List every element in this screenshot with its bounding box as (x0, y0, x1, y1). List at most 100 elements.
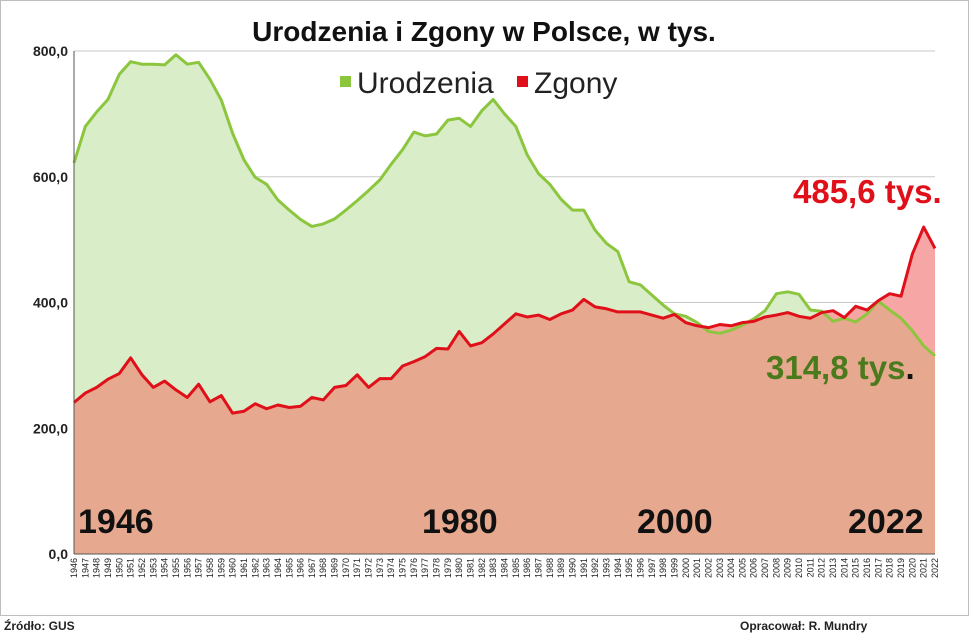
x-tick-label: 1985 (511, 558, 521, 578)
x-tick-label: 2003 (715, 558, 725, 578)
decade-label-2000: 2000 (637, 503, 713, 541)
x-tick-label: 2017 (873, 558, 883, 578)
line-zgony (73, 225, 937, 415)
x-tick-label: 2020 (907, 558, 917, 578)
x-tick-label: 2018 (885, 558, 895, 578)
y-tick-label: 800,0 (33, 43, 68, 59)
x-tick-label: 1959 (216, 558, 226, 578)
x-tick-label: 1948 (92, 558, 102, 578)
legend-label-zgony: Zgony (534, 67, 617, 100)
x-tick-label: 1999 (669, 558, 679, 578)
x-tick-label: 1982 (477, 558, 487, 578)
x-tick-label: 1988 (545, 558, 555, 578)
x-tick-label: 2012 (817, 558, 827, 578)
x-tick-label: 1970 (341, 558, 351, 578)
x-tick-label: 1974 (386, 558, 396, 578)
x-tick-label: 2015 (851, 558, 861, 578)
x-tick-label: 1991 (579, 558, 589, 578)
y-tick-labels: 0,0 200,0 400,0 600,0 800,0 (33, 43, 68, 562)
x-tick-label: 2011 (805, 558, 815, 577)
x-tick-labels: 1946 1947 1948 1949 1950 1951 1952 1953 1954 1955… (69, 558, 940, 578)
x-tick-label: 1992 (590, 558, 600, 578)
x-tick-label: 2001 (692, 558, 702, 578)
x-tick-label: 1947 (80, 558, 90, 578)
y-tick-label: 400,0 (33, 295, 68, 311)
series-areas (74, 54, 935, 555)
x-tick-label: 1987 (533, 558, 543, 578)
decade-label-2022: 2022 (848, 503, 924, 541)
x-tick-label: 1958 (205, 558, 215, 578)
x-tick-label: 1990 (567, 558, 577, 578)
legend-swatch-zgony (517, 76, 528, 87)
x-tick-label: 1977 (420, 558, 430, 578)
x-tick-label: 1983 (488, 558, 498, 578)
x-tick-label: 1986 (522, 558, 532, 578)
x-tick-label: 1967 (307, 558, 317, 578)
author-note: Opracował: R. Mundry (740, 619, 868, 633)
x-tick-label: 2009 (783, 558, 793, 578)
x-tick-label: 1989 (556, 558, 566, 578)
axes (73, 51, 935, 555)
x-tick-label: 1976 (409, 558, 419, 578)
x-tick-label: 1954 (160, 558, 170, 578)
x-tick-label: 1993 (601, 558, 611, 578)
x-tick-label: 2008 (771, 558, 781, 578)
x-tick-label: 1969 (330, 558, 340, 578)
area-overlap (74, 299, 935, 554)
y-tick-label: 0,0 (49, 546, 69, 562)
x-tick-label: 2010 (794, 558, 804, 578)
x-tick-label: 1946 (69, 558, 79, 578)
x-tick-label: 2007 (760, 558, 770, 578)
x-tick-label: 1981 (466, 558, 476, 578)
x-tick-label: 1957 (194, 558, 204, 578)
x-tick-label: 1949 (103, 558, 113, 578)
x-tick-label: 1971 (352, 558, 362, 578)
legend: Urodzenia Zgony (340, 67, 617, 100)
x-tick-label: 2016 (862, 558, 872, 578)
x-tick-label: 1996 (635, 558, 645, 578)
x-tick-label: 1980 (454, 558, 464, 578)
x-tick-label: 1964 (273, 558, 283, 578)
x-tick-label: 1961 (239, 558, 249, 578)
series-lines (72, 53, 937, 415)
x-tick-label: 1952 (137, 558, 147, 578)
x-tick-label: 2004 (726, 558, 736, 578)
x-tick-label: 2002 (703, 558, 713, 578)
x-tick-label: 1972 (364, 558, 374, 578)
x-tick-label: 1978 (432, 558, 442, 578)
line-urodzenia (72, 53, 936, 358)
x-tick-label: 1951 (126, 558, 136, 578)
x-tick-label: 1963 (262, 558, 272, 578)
x-tick-label: 1984 (500, 558, 510, 578)
source-note: Źródło: GUS (4, 619, 75, 633)
x-tick-label: 1966 (296, 558, 306, 578)
x-tick-label: 1975 (398, 558, 408, 578)
chart-frame: 0,0 200,0 400,0 600,0 800,0 1946 1947 1948 1949… (0, 0, 969, 616)
x-tick-label: 2005 (737, 558, 747, 578)
chart-title: Urodzenia i Zgony w Polsce, w tys. (252, 16, 716, 47)
x-tick-label: 2006 (749, 558, 759, 578)
x-tick-label: 1994 (613, 558, 623, 578)
legend-swatch-urodzenia (340, 76, 351, 87)
x-tick-label: 2013 (828, 558, 838, 578)
x-tick-label: 1995 (624, 558, 634, 578)
x-tick-label: 1997 (647, 558, 657, 578)
x-tick-label: 2019 (896, 558, 906, 578)
x-tick-label: 2021 (919, 558, 929, 578)
decade-label-1946: 1946 (78, 503, 154, 541)
annotation-births-2022: 314,8 tys. (766, 349, 915, 386)
x-tick-label: 2000 (681, 558, 691, 578)
x-tick-label: 1998 (658, 558, 668, 578)
y-tick-label: 200,0 (33, 420, 68, 436)
annotation-deaths-2022: 485,6 tys. (793, 173, 942, 210)
x-tick-label: 1950 (114, 558, 124, 578)
x-tick-label: 1956 (182, 558, 192, 578)
x-tick-label: 2014 (839, 558, 849, 578)
x-tick-label: 1968 (318, 558, 328, 578)
x-tick-label: 1953 (148, 558, 158, 578)
x-tick-label: 1973 (375, 558, 385, 578)
x-tick-label: 1962 (250, 558, 260, 578)
legend-label-urodzenia: Urodzenia (357, 67, 494, 100)
x-tick-label: 1960 (228, 558, 238, 578)
